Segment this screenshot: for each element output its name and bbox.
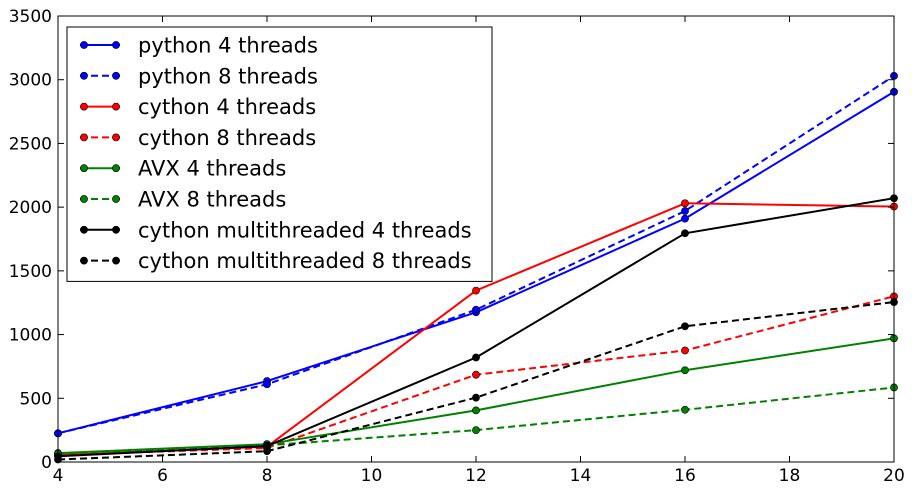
legend-marker xyxy=(80,71,88,80)
legend-marker xyxy=(80,225,88,234)
x-tick-label: 20 xyxy=(883,466,905,486)
legend-marker xyxy=(112,71,120,80)
tick-labels: 4 6 8 10 12 14 16 18 20 0 500 1000 1500 2000 2500 3000 3… xyxy=(9,7,905,486)
y-tick-label: 2500 xyxy=(9,134,52,154)
y-tick-label: 3500 xyxy=(9,7,52,27)
legend-entry: AVX 4 threads xyxy=(80,157,286,181)
legend-marker xyxy=(80,102,88,111)
data-point xyxy=(681,207,689,215)
series-7 xyxy=(54,194,898,461)
series-line xyxy=(57,301,895,461)
data-point xyxy=(472,353,480,362)
legend-label: AVX 4 threads xyxy=(138,157,286,181)
plot-frame xyxy=(57,15,895,463)
legend-label: cython multithreaded 4 threads xyxy=(138,218,472,242)
data-point xyxy=(681,346,689,355)
legend-label: cython 8 threads xyxy=(138,126,316,150)
legend-entry: python 8 threads xyxy=(80,64,318,88)
series-lines xyxy=(54,71,898,464)
legend-label: cython multithreaded 8 threads xyxy=(138,249,472,273)
y-tick-label: 0 xyxy=(41,453,52,473)
x-tick-label: 16 xyxy=(674,466,696,486)
series-8 xyxy=(54,298,898,464)
y-tick-label: 500 xyxy=(20,389,52,409)
x-tick-label: 14 xyxy=(570,466,592,486)
data-point xyxy=(681,229,689,238)
x-tick-label: 12 xyxy=(465,466,487,486)
legend-entry: python 4 threads xyxy=(80,34,318,58)
data-point xyxy=(681,322,689,331)
data-point xyxy=(263,447,271,456)
data-point xyxy=(681,199,689,208)
data-point xyxy=(472,286,480,295)
legend-label: cython 4 threads xyxy=(138,95,316,119)
legend-marker xyxy=(112,225,120,234)
legend-marker xyxy=(112,256,120,265)
legend-box xyxy=(66,26,493,282)
legend-marker xyxy=(112,133,120,142)
data-point xyxy=(472,370,480,379)
legend-entry: cython 4 threads xyxy=(80,95,316,119)
legend-marker xyxy=(80,164,88,173)
legend-marker xyxy=(112,164,120,173)
data-point xyxy=(681,405,689,414)
data-point xyxy=(681,366,689,375)
legend: python 4 threads python 8 threads cython 4… xyxy=(66,26,493,282)
legend-marker xyxy=(112,41,120,49)
legend-marker xyxy=(80,41,88,49)
data-point xyxy=(681,214,689,223)
x-tick-label: 10 xyxy=(361,466,383,486)
legend-entry: cython multithreaded 4 threads xyxy=(80,218,472,242)
x-tick-label: 4 xyxy=(53,466,64,486)
y-tick-label: 1000 xyxy=(9,326,52,346)
y-tick-label: 3000 xyxy=(9,71,52,91)
legend-label: python 8 threads xyxy=(138,64,318,88)
data-point xyxy=(472,305,480,314)
x-tick-label: 6 xyxy=(157,466,168,486)
legend-entry: AVX 8 threads xyxy=(80,188,286,212)
legend-marker xyxy=(112,195,120,203)
y-tick-label: 2000 xyxy=(9,198,52,218)
x-tick-label: 18 xyxy=(779,466,801,486)
data-point xyxy=(472,426,480,435)
legend-entry: cython 8 threads xyxy=(80,126,316,150)
legend-label: python 4 threads xyxy=(138,34,318,58)
series-line xyxy=(57,75,895,435)
legend-marker xyxy=(80,195,88,203)
legend-label: AVX 8 threads xyxy=(138,188,286,212)
data-point xyxy=(263,380,271,389)
y-tick-label: 1500 xyxy=(9,262,52,282)
legend-marker xyxy=(80,256,88,265)
legend-marker xyxy=(80,133,88,142)
data-point xyxy=(472,393,480,402)
legend-marker xyxy=(112,102,120,111)
legend-entry: cython multithreaded 8 threads xyxy=(80,249,472,273)
data-point xyxy=(472,406,480,415)
x-tick-label: 8 xyxy=(262,466,273,486)
